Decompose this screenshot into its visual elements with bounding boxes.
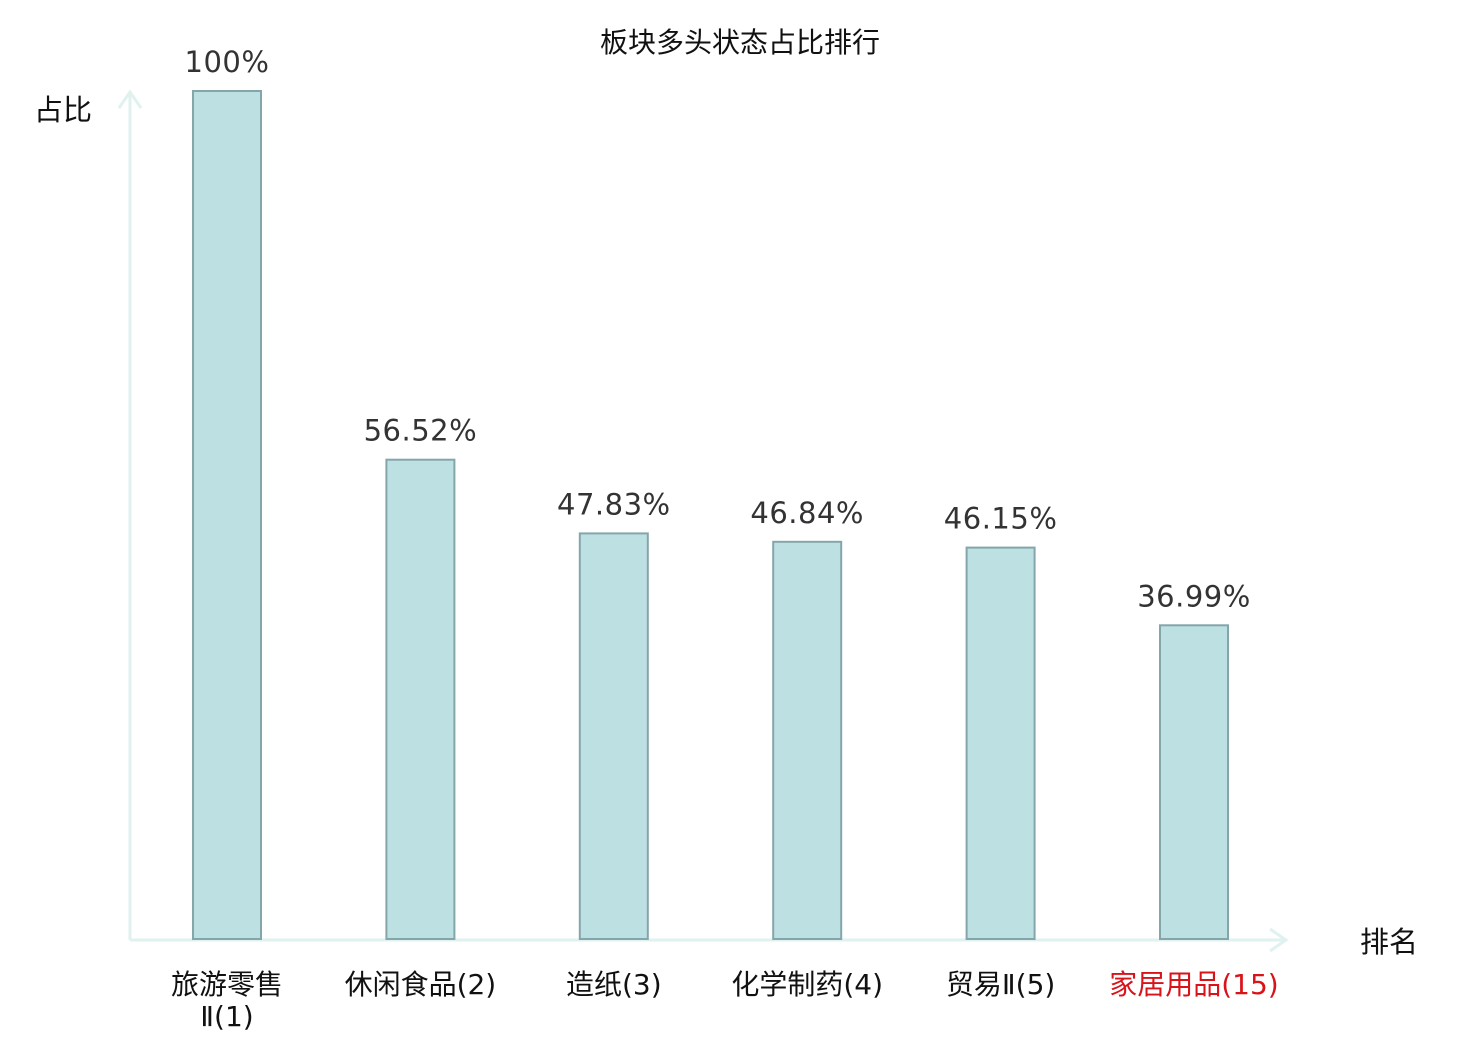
y-axis-label: 占比 bbox=[34, 93, 92, 127]
bar bbox=[1159, 624, 1229, 940]
bar bbox=[578, 532, 649, 941]
bar-value-label: 46.15% bbox=[944, 502, 1058, 536]
axes bbox=[117, 89, 1289, 953]
x-tick-label: 旅游零售 bbox=[171, 968, 283, 1001]
bar-value-label: 47.83% bbox=[557, 487, 671, 521]
x-tick-label: 休闲食品(2) bbox=[345, 968, 497, 1001]
bar bbox=[385, 458, 456, 940]
x-axis-label: 排名 bbox=[1360, 925, 1418, 959]
value-labels: 100% 56.52% 47.83% 46.84% 46.15% 36.99% bbox=[185, 45, 1251, 613]
bar-value-label: 36.99% bbox=[1137, 579, 1251, 613]
bar bbox=[772, 540, 843, 940]
bar-series bbox=[192, 90, 1229, 941]
y-axis-arrow bbox=[117, 89, 143, 109]
x-tick-label: 家居用品(15) bbox=[1109, 968, 1278, 1001]
x-axis-arrow bbox=[1269, 927, 1289, 953]
x-tick-label: Ⅱ(1) bbox=[200, 1000, 253, 1033]
bar-value-label: 46.84% bbox=[750, 496, 864, 530]
bar bbox=[965, 546, 1036, 940]
bar-value-label: 56.52% bbox=[364, 414, 478, 448]
chart-title: 板块多头状态占比排行 bbox=[600, 26, 880, 59]
x-tick-label: 造纸(3) bbox=[566, 968, 662, 1001]
bar bbox=[192, 90, 262, 940]
x-tick-label: 化学制药(4) bbox=[731, 968, 883, 1001]
bar-value-label: 100% bbox=[185, 45, 270, 79]
x-tick-label: 贸易Ⅱ(5) bbox=[946, 968, 1055, 1001]
